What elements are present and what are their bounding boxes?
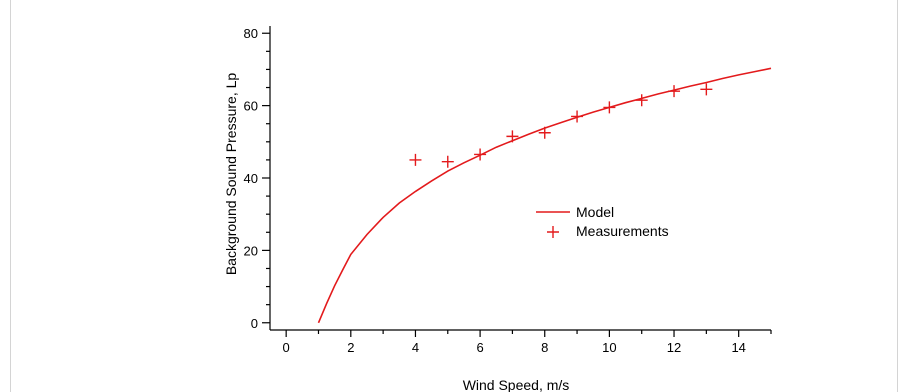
y-axis-title: Background Sound Pressure, Lp bbox=[223, 73, 239, 276]
legend-model-label: Model bbox=[576, 204, 614, 220]
series-layer bbox=[317, 67, 772, 324]
measurement-point bbox=[441, 155, 454, 168]
y-tick-label: 20 bbox=[244, 243, 258, 258]
measurement-point bbox=[635, 94, 648, 107]
legend-plus-marker bbox=[547, 226, 559, 238]
y-tick-label: 40 bbox=[244, 171, 258, 186]
y-axis: 0 20 40 60 80 bbox=[244, 26, 271, 331]
measurement-point bbox=[700, 83, 713, 96]
measurement-point bbox=[474, 148, 487, 161]
x-tick-label: 6 bbox=[476, 340, 483, 355]
frame-left-border bbox=[10, 0, 11, 392]
measurement-point bbox=[409, 153, 422, 166]
y-tick-label: 60 bbox=[244, 99, 258, 114]
measurement-point bbox=[603, 101, 616, 114]
y-tick-label: 80 bbox=[244, 26, 258, 41]
x-tick-label: 0 bbox=[283, 340, 290, 355]
measurement-point bbox=[571, 110, 584, 123]
measurement-point bbox=[506, 130, 519, 143]
x-tick-label: 8 bbox=[541, 340, 548, 355]
measurement-point bbox=[538, 126, 551, 139]
legend-measurements-label: Measurements bbox=[576, 223, 669, 239]
x-tick-label: 10 bbox=[602, 340, 616, 355]
x-tick-label: 14 bbox=[731, 340, 745, 355]
x-axis-title: Wind Speed, m/s bbox=[463, 377, 570, 392]
x-tick-label: 12 bbox=[667, 340, 681, 355]
legend: Model Measurements bbox=[536, 204, 669, 239]
x-tick-label: 2 bbox=[347, 340, 354, 355]
model-line bbox=[317, 67, 772, 324]
x-axis: 0 2 4 6 8 10 12 14 bbox=[270, 329, 772, 355]
frame-right-border bbox=[897, 0, 898, 392]
measurement-point bbox=[668, 85, 681, 98]
y-tick-label: 0 bbox=[251, 316, 258, 331]
y-ticks: 0 20 40 60 80 bbox=[244, 26, 270, 331]
x-tick-label: 4 bbox=[412, 340, 419, 355]
x-ticks: 0 2 4 6 8 10 12 14 bbox=[283, 330, 772, 355]
legend-measurements-swatch bbox=[547, 226, 559, 238]
